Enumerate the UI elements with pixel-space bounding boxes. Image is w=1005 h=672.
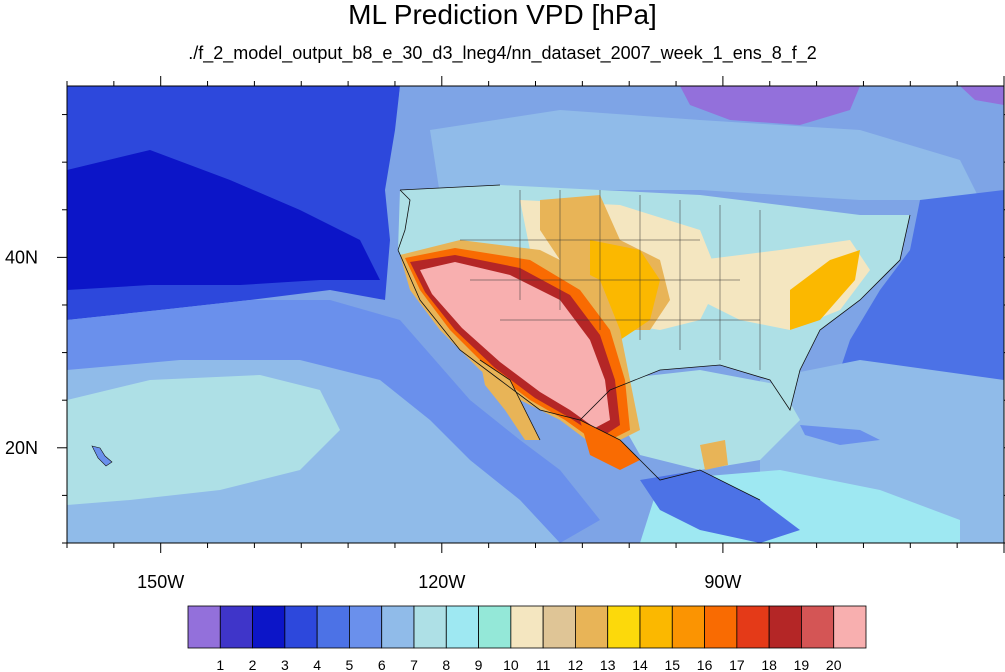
field-baja [480, 360, 540, 440]
field-mexico-south [580, 420, 640, 470]
field-yucatan [700, 440, 728, 470]
colorbar-swatch [671, 605, 705, 649]
colorbar-label: 9 [475, 657, 483, 672]
colorbar-label: 1 [216, 657, 224, 672]
colorbar-swatch [833, 605, 867, 649]
colorbar-label: 17 [729, 657, 745, 672]
colorbar-label: 3 [281, 657, 289, 672]
colorbar: 1 2 3 4 5 6 7 8 9 10 11 12 13 14 15 16 17 18 19 20 [187, 605, 867, 672]
field-appalachian [790, 250, 860, 330]
lat-tick-label: 20N [5, 438, 38, 458]
colorbar-swatch [736, 605, 770, 649]
colorbar-swatch [639, 605, 673, 649]
field-gulf [610, 370, 800, 470]
colorbar-label: 20 [826, 657, 842, 672]
colorbar-label: 14 [632, 657, 648, 672]
field-canada-light [430, 110, 980, 200]
colorbar-swatch [349, 605, 383, 649]
state-lines [460, 190, 761, 370]
colorbar-label: 5 [346, 657, 354, 672]
colorbar-swatch [381, 605, 415, 649]
colorbar-swatch [704, 605, 738, 649]
lon-tick-label: 150W [137, 572, 184, 592]
colorbar-label: 8 [442, 657, 450, 672]
colorbar-label: 10 [503, 657, 519, 672]
colorbar-swatch [316, 605, 350, 649]
lon-tick-label: 90W [704, 572, 741, 592]
field-labrador [960, 86, 1004, 105]
chart-title: ML Prediction VPD [hPa] [348, 0, 657, 30]
colorbar-label: 18 [761, 657, 777, 672]
field-pacific-pale [67, 375, 340, 505]
field-cuba [800, 425, 880, 445]
axis-tick-labels: 150W 120W 90W 40N 20N [5, 247, 741, 592]
colorbar-swatch [607, 605, 641, 649]
field-hawaii [91, 445, 113, 467]
colorbar-label: 16 [697, 657, 713, 672]
colorbar-swatch [284, 605, 318, 649]
colorbar-label: 12 [568, 657, 584, 672]
colorbar-swatch [219, 605, 253, 649]
colorbar-label: 15 [664, 657, 680, 672]
field-sw-pink [420, 262, 610, 428]
colorbar-label: 2 [249, 657, 257, 672]
colorbar-swatch [575, 605, 609, 649]
colorbar-swatch [252, 605, 286, 649]
colorbar-swatch [445, 605, 479, 649]
chart-subtitle: ./f_2_model_output_b8_e_30_d3_lneg4/nn_d… [188, 43, 817, 63]
map-field [67, 86, 1004, 543]
colorbar-label: 13 [600, 657, 616, 672]
field-central-america [640, 470, 800, 543]
colorbar-swatch [510, 605, 544, 649]
colorbar-swatch [187, 605, 221, 649]
colorbar-label: 11 [536, 657, 551, 672]
field-hudson-bay [680, 86, 860, 125]
baja-outline [479, 359, 761, 501]
axis-ticks [57, 76, 1005, 553]
colorbar-label: 6 [378, 657, 386, 672]
field-pacific-north-darker [67, 150, 380, 290]
colorbar-label: 19 [794, 657, 810, 672]
lon-tick-label: 120W [418, 572, 465, 592]
colorbar-swatch [768, 605, 802, 649]
colorbar-label: 4 [313, 657, 321, 672]
colorbar-swatch [542, 605, 576, 649]
colorbar-swatch [801, 605, 835, 649]
colorbar-swatch [413, 605, 447, 649]
colorbar-label: 7 [410, 657, 418, 672]
colorbar-swatch [478, 605, 512, 649]
coastline [397, 184, 911, 421]
lat-tick-label: 40N [5, 247, 38, 267]
